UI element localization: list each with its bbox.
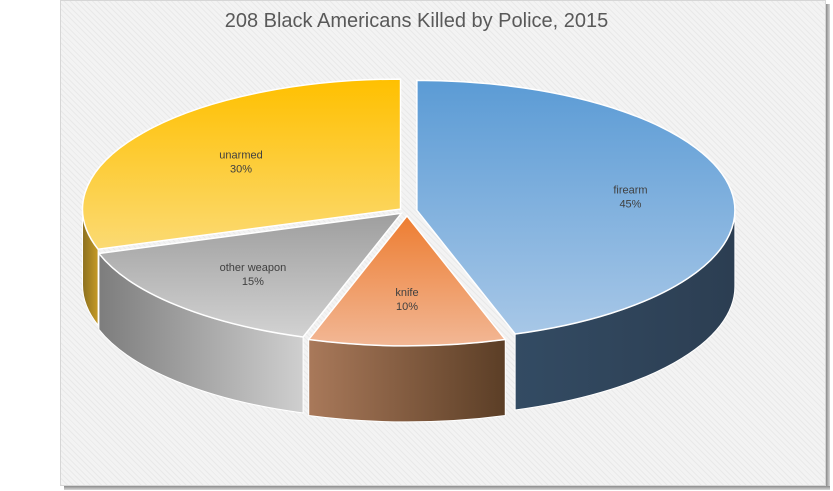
slice-value-label: 30% — [230, 164, 252, 176]
slice-value-label: 15% — [242, 276, 264, 288]
pie-slice-other-weapon[interactable] — [97, 212, 404, 338]
pie-slice-firearm[interactable] — [416, 79, 736, 335]
slice-label: other weapon — [220, 262, 287, 274]
pie-slice-unarmed[interactable] — [81, 78, 402, 251]
slice-label: knife — [395, 287, 418, 299]
frame-shadow-bottom — [64, 486, 830, 490]
chart-title: 208 Black Americans Killed by Police, 20… — [224, 10, 609, 32]
frame-shadow-right — [826, 4, 830, 490]
slice-value-label: 10% — [396, 301, 418, 313]
pie-slice-knife[interactable] — [307, 214, 507, 347]
pie-slice-side-knife — [308, 338, 506, 423]
slice-value-label: 45% — [619, 199, 641, 211]
slice-label: firearm — [613, 185, 647, 197]
slice-label: unarmed — [219, 150, 262, 162]
